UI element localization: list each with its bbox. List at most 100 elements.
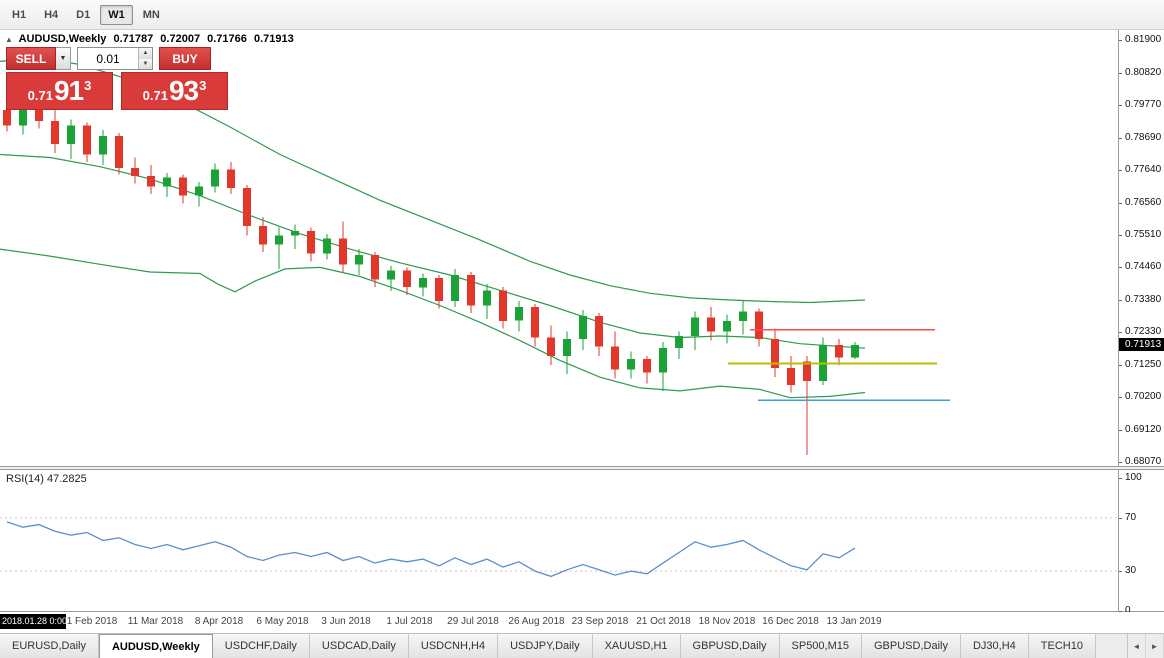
timeframe-button-h1[interactable]: H1 [12,8,27,21]
date-label: 23 Sep 2018 [571,616,629,627]
spinner-up-icon[interactable]: ▲ [139,48,152,59]
order-type-dropdown[interactable]: ▼ [56,47,71,70]
tab-dj30-h4[interactable]: DJ30,H4 [960,634,1029,658]
price-scale-label: 0.80820 [1125,67,1162,79]
ohlc-low: 0.71766 [207,33,247,45]
price-scale-label: 0.69120 [1125,423,1162,435]
chart-tabs: EURUSD,Daily AUDUSD,Weekly USDCHF,Daily USD… [0,634,1128,658]
price-scale-label: 0.71250 [1125,359,1162,370]
date-label: 1 Feb 2018 [66,616,118,627]
price-scale-label: 0.79770 [1125,99,1162,111]
price-tick [1119,429,1122,431]
bollinger-middle-band [0,153,866,349]
chart-pane[interactable]: ▲ AUDUSD,Weekly 0.71787 0.72007 0.71766 … [0,30,1164,467]
price-scale-label: 0.77640 [1125,164,1162,176]
ohlc-open: 0.71787 [113,33,154,45]
rsi-tick [1119,478,1122,479]
price-tick [1119,105,1122,107]
volume-spinner: ▲ ▼ [138,48,152,69]
ask-prefix: 0.71 [142,88,168,103]
rsi-line [6,521,856,578]
tab-eurusd-daily[interactable]: EURUSD,Daily [0,634,99,658]
price-scale[interactable]: 0.81900 0.80820 0.79770 0.78690 0.77640 0.765… [1118,30,1164,468]
tab-audusd-weekly[interactable]: AUDUSD,Weekly [98,634,213,658]
price-scale-label: 0.75510 [1125,229,1162,241]
price-scale-label: 0.70200 [1125,391,1162,403]
date-axis[interactable]: 2018.01.28 0:00 1 Feb 2018 11 Mar 2018 8 A… [0,612,1164,633]
timeframe-button-h4[interactable]: H4 [44,8,59,21]
price-tick [1119,332,1122,334]
price-scale-label: 0.72330 [1125,326,1162,338]
tabs-scroll-left-button[interactable]: ◄ [1128,634,1146,658]
tab-usdcad-daily[interactable]: USDCAD,Daily [309,634,409,658]
price-scale-label: 0.78690 [1125,132,1162,143]
date-label: 26 Aug 2018 [508,616,565,627]
price-scale-label: 0.74460 [1125,261,1162,273]
sell-button[interactable]: SELL [6,47,56,70]
rsi-tick [1119,571,1122,573]
tab-sp500-m15[interactable]: SP500,M15 [779,634,862,658]
rsi-pane[interactable]: RSI(14) 47.2825 100 70 30 0 [0,469,1164,616]
date-label: 29 Jul 2018 [447,616,499,627]
price-tick [1119,462,1122,464]
bid-price-display[interactable]: 0.71 91 3 [6,72,113,110]
rsi-chart-svg [0,517,1118,578]
tabs-scroll-right-button[interactable]: ► [1146,634,1164,658]
price-tick [1119,300,1122,302]
ask-big-digits: 93 [168,75,199,106]
collapse-panel-icon[interactable]: ▲ [5,35,13,44]
price-tick [1119,365,1122,366]
price-tick [1119,73,1122,75]
price-tick [1119,138,1122,139]
spinner-down-icon[interactable]: ▼ [139,58,152,69]
ask-price-display[interactable]: 0.71 93 3 [121,72,228,110]
price-tick [1119,267,1122,269]
timeframe-button-w1[interactable]: W1 [100,4,133,25]
date-label: 18 Nov 2018 [698,616,756,627]
price-scale-label: 0.68070 [1125,456,1162,468]
rsi-scale-label: 70 [1125,511,1137,523]
rsi-indicator-label: RSI(14) 47.2825 [6,473,87,485]
timeframe-button-d1[interactable]: D1 [76,8,91,21]
tab-gbpusd-daily[interactable]: GBPUSD,Daily [680,634,780,658]
chart-title: ▲ AUDUSD,Weekly 0.71787 0.72007 0.71766 … [5,33,298,45]
chart-symbol-label: AUDUSD,Weekly [18,33,107,45]
date-label: 11 Mar 2018 [127,616,184,627]
date-label: 8 Apr 2018 [194,616,244,627]
timeframe-button-mn[interactable]: MN [142,8,160,21]
tab-bar: EURUSD,Daily AUDUSD,Weekly USDCHF,Daily USD… [0,633,1164,658]
buy-button[interactable]: BUY [159,47,211,70]
rsi-scale-label: 30 [1125,565,1137,577]
tab-tech10[interactable]: TECH10 [1028,634,1096,658]
price-tick [1119,235,1122,237]
date-label: 21 Oct 2018 [636,616,691,627]
ohlc-high: 0.72007 [160,33,201,45]
volume-box: ▲ ▼ [77,47,153,70]
tab-scroll-buttons: ◄ ► [1127,634,1164,658]
tab-usdcnh-h4[interactable]: USDCNH,H4 [408,634,499,658]
price-scale-label: 0.81900 [1125,34,1162,46]
price-scale-label: 0.76560 [1125,196,1162,208]
tab-usdchf-daily[interactable]: USDCHF,Daily [212,634,310,658]
bid-pipette: 3 [84,78,92,93]
rsi-scale-label: 100 [1125,472,1142,483]
tab-usdjpy-daily[interactable]: USDJPY,Daily [498,634,593,658]
tab-xauusd-h1[interactable]: XAUUSD,H1 [592,634,681,658]
bollinger-lower-band [0,248,866,399]
rsi-tick [1119,611,1122,612]
ask-pipette: 3 [199,78,207,93]
rsi-scale: 100 70 30 0 [1118,470,1164,616]
tab-gbpusd-daily[interactable]: GBPUSD,Daily [862,634,961,658]
price-tick [1119,40,1122,42]
date-label: 3 Jun 2018 [321,616,371,627]
rsi-scale-label: 0 [1125,605,1131,616]
volume-input[interactable] [78,48,138,69]
price-tick [1119,202,1122,204]
date-label: 16 Dec 2018 [762,616,819,627]
bid-big-digits: 91 [53,75,84,106]
date-label: 6 May 2018 [256,616,309,627]
price-tick [1119,170,1122,172]
toolbar: H1 H4 D1 W1 MN [0,0,1164,30]
ohlc-close: 0.71913 [253,33,294,45]
